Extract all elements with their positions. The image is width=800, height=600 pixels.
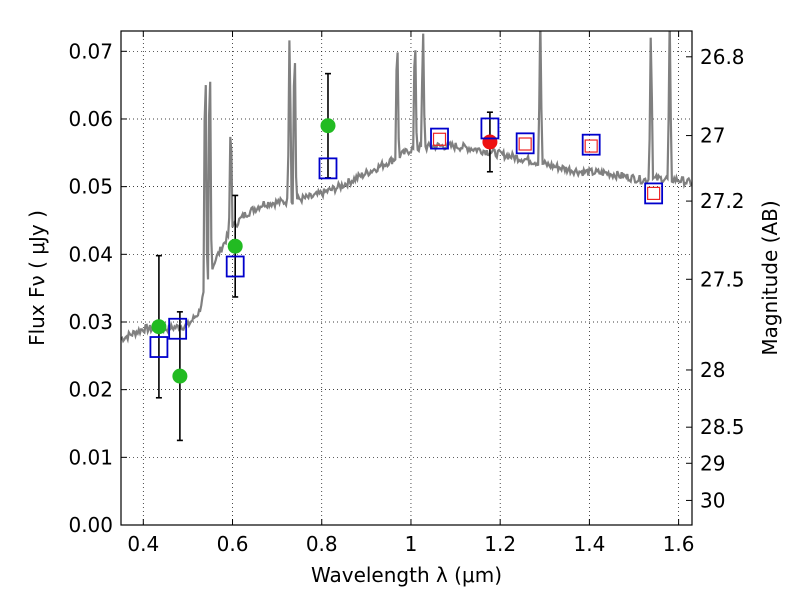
comparison-square [647, 186, 661, 201]
y-tick-label: 0.06 [68, 107, 113, 131]
y-tick-label: 0.03 [68, 310, 113, 334]
y-tick-label: 0.07 [68, 39, 113, 63]
plot-frame [120, 30, 693, 526]
mag-tick-label: 29 [700, 451, 725, 475]
comparison-square [432, 132, 447, 146]
mag-tick-label: 27 [700, 124, 725, 148]
model-square [430, 127, 449, 150]
y-tick-label: 0.04 [68, 242, 113, 266]
x-tick-label: 0.8 [306, 532, 338, 556]
model-square [225, 255, 245, 278]
y-tick-label: 0.02 [68, 378, 113, 402]
model-square [480, 117, 500, 140]
x-tick-label: 0.6 [217, 532, 249, 556]
data-points [149, 72, 664, 442]
observed-point [482, 134, 498, 150]
x-tick-label: 1.6 [663, 532, 695, 556]
spectrum-line [121, 31, 692, 344]
observed-point [151, 319, 167, 335]
right-axis-label: Magnitude (AB) [758, 200, 782, 355]
model-square [515, 132, 535, 155]
model-square [644, 182, 664, 205]
mag-tick-label: 26.8 [700, 45, 745, 69]
x-axis-label: Wavelength λ (μm) [311, 563, 502, 587]
mag-tick-label: 27.5 [700, 267, 745, 291]
comparison-square [518, 137, 532, 151]
model-square [318, 157, 338, 180]
comparison-square [584, 139, 598, 153]
x-tick-label: 1.2 [484, 532, 516, 556]
y-axis-label: Flux Fν ( μJy ) [25, 210, 49, 346]
mag-tick-label: 28 [700, 358, 725, 382]
y-tick-label: 0.05 [68, 175, 113, 199]
observed-point [227, 238, 243, 254]
model-square [168, 317, 188, 340]
observed-point [320, 118, 336, 134]
mag-tick-label: 30 [700, 488, 725, 512]
model-square [581, 133, 601, 156]
axis-ticks: 0.4 0.6 0.8 1 1.2 1.4 1.6 0.00 0.01 0.02 0.03 0.04 0… [68, 31, 745, 556]
y-tick-label: 0.01 [68, 445, 113, 469]
model-spectrum [121, 31, 692, 344]
x-tick-label: 1.4 [573, 532, 605, 556]
x-tick-label: 1 [405, 532, 418, 556]
observed-point [172, 368, 188, 384]
x-tick-label: 0.4 [127, 532, 159, 556]
mag-tick-label: 28.5 [700, 415, 745, 439]
y-tick-label: 0.00 [68, 513, 113, 537]
model-square [149, 336, 169, 358]
mag-tick-label: 27.2 [700, 189, 745, 213]
